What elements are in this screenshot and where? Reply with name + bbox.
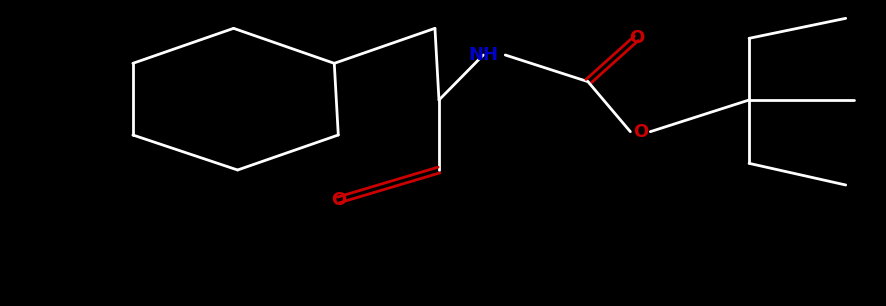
Text: NH: NH [469, 46, 498, 64]
Text: O: O [330, 191, 346, 209]
Text: O: O [629, 29, 644, 47]
Text: O: O [633, 123, 648, 141]
